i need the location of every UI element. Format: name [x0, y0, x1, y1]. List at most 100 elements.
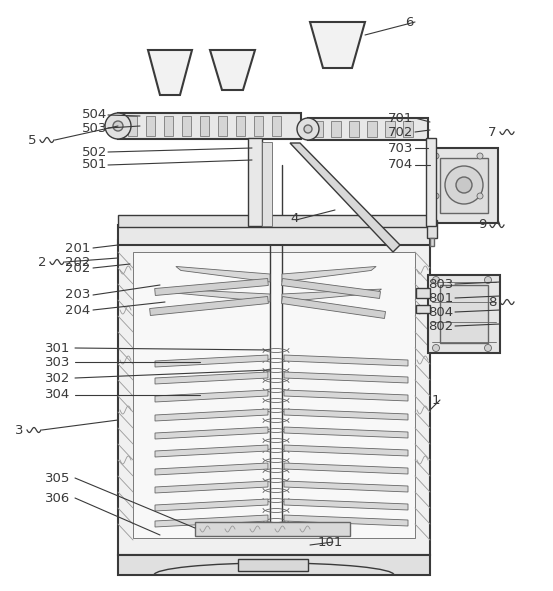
- Text: 202: 202: [65, 255, 90, 268]
- Text: 701: 701: [388, 112, 414, 125]
- Text: 704: 704: [388, 158, 413, 171]
- Polygon shape: [146, 116, 155, 136]
- Bar: [426, 138, 436, 226]
- Polygon shape: [284, 481, 408, 492]
- Polygon shape: [218, 116, 227, 136]
- Circle shape: [113, 121, 123, 131]
- Polygon shape: [155, 409, 268, 421]
- Polygon shape: [284, 499, 408, 510]
- Bar: [248, 138, 262, 226]
- Polygon shape: [155, 481, 268, 493]
- Polygon shape: [284, 463, 408, 474]
- Polygon shape: [282, 289, 382, 302]
- Text: 801: 801: [428, 291, 453, 304]
- Polygon shape: [164, 116, 173, 136]
- Text: 101: 101: [318, 535, 343, 548]
- Text: 502: 502: [82, 145, 107, 158]
- Text: 802: 802: [428, 320, 453, 333]
- Polygon shape: [284, 427, 408, 438]
- Polygon shape: [284, 355, 408, 366]
- Bar: [118, 555, 430, 575]
- Bar: [430, 148, 498, 223]
- Polygon shape: [182, 116, 191, 136]
- Polygon shape: [200, 116, 209, 136]
- Text: 4: 4: [290, 212, 299, 225]
- Polygon shape: [313, 121, 323, 137]
- Bar: [428, 275, 500, 353]
- Circle shape: [433, 153, 439, 159]
- Text: 304: 304: [45, 388, 70, 401]
- Circle shape: [477, 193, 483, 199]
- Text: 5: 5: [28, 134, 36, 147]
- Polygon shape: [155, 445, 268, 457]
- Polygon shape: [155, 355, 268, 367]
- Polygon shape: [155, 427, 268, 439]
- Bar: [440, 285, 488, 343]
- Polygon shape: [403, 121, 413, 137]
- Bar: [427, 220, 437, 238]
- Bar: [118, 240, 430, 555]
- Text: 501: 501: [82, 158, 107, 171]
- Polygon shape: [210, 50, 255, 90]
- Circle shape: [432, 277, 440, 284]
- Polygon shape: [284, 409, 408, 420]
- Polygon shape: [155, 390, 268, 402]
- Polygon shape: [282, 267, 376, 282]
- Polygon shape: [254, 116, 263, 136]
- Polygon shape: [236, 116, 245, 136]
- Polygon shape: [155, 463, 268, 475]
- Circle shape: [484, 345, 492, 352]
- Text: 2: 2: [38, 255, 46, 268]
- Polygon shape: [385, 121, 395, 137]
- Polygon shape: [155, 278, 268, 296]
- Circle shape: [477, 153, 483, 159]
- Text: 803: 803: [428, 278, 453, 291]
- Bar: [238, 559, 308, 571]
- Text: 703: 703: [388, 141, 414, 154]
- Bar: [440, 158, 488, 213]
- Circle shape: [445, 166, 483, 204]
- Polygon shape: [310, 22, 365, 68]
- Text: 202: 202: [65, 261, 90, 274]
- Bar: [262, 142, 272, 226]
- Polygon shape: [281, 297, 385, 319]
- Polygon shape: [155, 499, 268, 511]
- Bar: [416, 305, 430, 313]
- Polygon shape: [170, 289, 270, 302]
- Text: 504: 504: [82, 109, 107, 122]
- Polygon shape: [284, 390, 408, 401]
- Text: 302: 302: [45, 372, 70, 385]
- Text: 8: 8: [488, 296, 497, 309]
- Circle shape: [456, 177, 472, 193]
- Text: 306: 306: [45, 492, 70, 505]
- Text: 702: 702: [388, 125, 414, 138]
- Polygon shape: [284, 372, 408, 383]
- Text: 3: 3: [15, 424, 23, 437]
- Bar: [118, 225, 430, 245]
- Text: 503: 503: [82, 122, 107, 135]
- Circle shape: [297, 118, 319, 140]
- Polygon shape: [284, 445, 408, 456]
- Circle shape: [432, 345, 440, 352]
- Bar: [118, 113, 301, 139]
- Polygon shape: [281, 278, 380, 298]
- Polygon shape: [367, 121, 377, 137]
- Text: 7: 7: [488, 125, 497, 138]
- Circle shape: [484, 277, 492, 284]
- Polygon shape: [349, 121, 359, 137]
- Polygon shape: [128, 116, 137, 136]
- Text: 203: 203: [65, 288, 90, 301]
- Text: 804: 804: [428, 306, 453, 319]
- Text: 9: 9: [478, 219, 487, 232]
- Bar: [195, 522, 350, 536]
- Text: 1: 1: [432, 394, 441, 407]
- Polygon shape: [148, 50, 192, 95]
- Bar: [133, 252, 415, 538]
- Bar: [430, 238, 434, 246]
- Text: 303: 303: [45, 356, 70, 369]
- Polygon shape: [290, 143, 400, 252]
- Text: 201: 201: [65, 242, 90, 255]
- Polygon shape: [150, 297, 268, 316]
- Polygon shape: [155, 515, 268, 527]
- Text: 301: 301: [45, 342, 70, 355]
